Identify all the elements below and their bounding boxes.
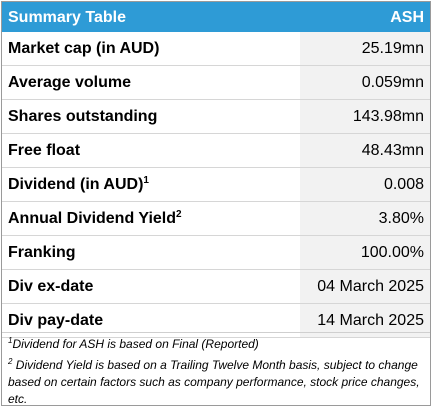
row-value-cell: 04 March 2025	[300, 270, 430, 303]
row-value-cell: 14 March 2025	[300, 304, 430, 337]
row-value: 0.008	[383, 176, 424, 193]
row-value-cell: 143.98mn	[300, 100, 430, 133]
row-value-cell: 0.008	[300, 168, 430, 201]
row-value: 48.43mn	[361, 142, 424, 159]
footnote-marker: 2	[176, 209, 182, 220]
table-row-average-volume: Average volume 0.059mn	[2, 66, 430, 100]
table-row-free-float: Free float 48.43mn	[2, 134, 430, 168]
row-label: Annual Dividend Yield2	[8, 209, 182, 228]
row-label: Free float	[8, 142, 81, 159]
row-value-cell: 3.80%	[300, 202, 430, 235]
row-value-cell: 0.059mn	[300, 66, 430, 99]
row-value: 3.80%	[378, 210, 424, 227]
row-label: Div pay-date	[8, 312, 104, 329]
row-value: 14 March 2025	[317, 312, 424, 329]
table-row-div-ex-date: Div ex-date 04 March 2025	[2, 270, 430, 304]
ticker-label: ASH	[390, 9, 424, 26]
footnotes: 1Dividend for ASH is based on Final (Rep…	[2, 332, 430, 408]
row-value-cell: 48.43mn	[300, 134, 430, 167]
table-row-dividend: Dividend (in AUD)1 0.008	[2, 168, 430, 202]
row-value: 143.98mn	[352, 108, 424, 125]
summary-rows: Market cap (in AUD) 25.19mn Average volu…	[2, 32, 430, 338]
footnote-2: 2 Dividend Yield is based on a Trailing …	[8, 357, 424, 408]
row-value-cell: 25.19mn	[300, 32, 430, 65]
footnote-marker: 1	[8, 336, 13, 345]
table-title: Summary Table	[8, 9, 126, 26]
row-value: 100.00%	[360, 244, 424, 261]
row-label: Franking	[8, 244, 76, 261]
row-label: Average volume	[8, 74, 132, 91]
footnote-text: Dividend Yield is based on a Trailing Tw…	[8, 358, 420, 406]
row-label: Dividend (in AUD)1	[8, 175, 149, 194]
row-value: 25.19mn	[361, 40, 424, 57]
row-label: Market cap (in AUD)	[8, 40, 160, 57]
footnote-marker: 2	[8, 357, 13, 366]
footnote-text: Dividend for ASH is based on Final (Repo…	[12, 337, 259, 351]
row-value: 0.059mn	[361, 74, 424, 91]
row-label: Shares outstanding	[8, 108, 158, 125]
table-header: Summary Table ASH	[2, 2, 430, 32]
footnote-1: 1Dividend for ASH is based on Final (Rep…	[8, 336, 424, 353]
table-row-market-cap: Market cap (in AUD) 25.19mn	[2, 32, 430, 66]
row-label: Div ex-date	[8, 278, 94, 295]
table-row-shares-outstanding: Shares outstanding 143.98mn	[2, 100, 430, 134]
row-value: 04 March 2025	[317, 278, 424, 295]
row-value-cell: 100.00%	[300, 236, 430, 269]
footnote-marker: 1	[143, 175, 149, 186]
table-row-franking: Franking 100.00%	[2, 236, 430, 270]
table-row-annual-dividend-yield: Annual Dividend Yield2 3.80%	[2, 202, 430, 236]
table-row-div-pay-date: Div pay-date 14 March 2025	[2, 304, 430, 338]
